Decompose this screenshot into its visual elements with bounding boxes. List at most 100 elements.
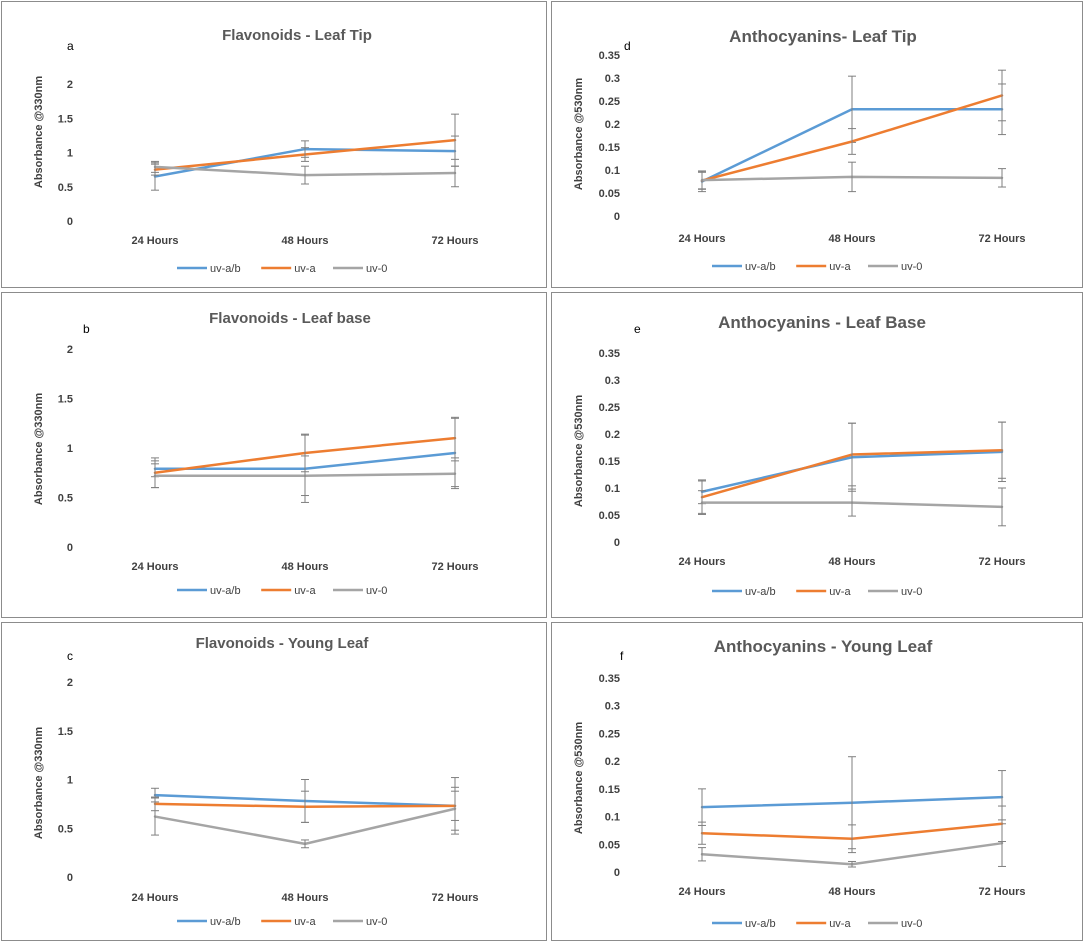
error-bar [698,821,706,845]
chart-svg: Anthocyanins- Leaf Tip d Absorbance @530nm… [573,27,1026,273]
x-tick-label: 72 Hours [431,892,478,904]
x-tick-label: 24 Hours [131,235,178,247]
y-tick-label: 0.35 [599,673,620,685]
error-bar [151,463,159,489]
error-bar [998,168,1006,188]
y-tick-label: 0 [67,216,73,228]
y-tick-label: 0.1 [605,165,620,177]
y-tick-label: 0.25 [599,402,620,414]
x-tick-label: 48 Hours [281,561,328,573]
chart-svg: Anthocyanins - Leaf Base e Absorbance @530… [573,313,1026,598]
chart-title: Anthocyanins - Leaf Base [718,313,926,332]
legend-label-uv-a-b: uv-a/b [745,586,776,598]
chart-svg: Flavonoids - Leaf Tip a Absorbance @330nm 0… [33,27,479,275]
error-bar [301,790,309,823]
chart-title: Anthocyanins- Leaf Tip [729,27,917,46]
legend: uv-a/b uv-a uv-0 [712,586,922,598]
y-tick-label: 0.2 [605,119,620,131]
x-tick-label: 72 Hours [431,561,478,573]
legend-label-uv-0: uv-0 [901,261,922,273]
y-tick-label: 2 [67,344,73,356]
error-bar [698,170,706,190]
y-tick-label: 0 [614,211,620,223]
error-bar [301,165,309,185]
y-axis-label: Absorbance @330nm [33,76,45,188]
legend-label-uv-a: uv-a [829,918,851,930]
y-tick-label: 2 [67,79,73,91]
error-bar [998,819,1006,867]
y-tick-label: 0.5 [58,823,73,835]
legend-label-uv-0: uv-0 [366,263,387,275]
y-tick-label: 0.35 [599,348,620,360]
error-bar [151,160,159,173]
panel-label: c [67,649,73,663]
error-bar [301,455,309,497]
y-axis-label: Absorbance @330nm [33,727,45,839]
y-tick-label: 1.5 [58,394,73,406]
chart-title: Flavonoids - Leaf base [209,310,371,327]
error-bar [998,487,1006,527]
error-bar [998,69,1006,122]
x-tick-label: 48 Hours [828,886,875,898]
legend: uv-a/b uv-a uv-0 [177,585,387,597]
chart-title: Flavonoids - Young Leaf [196,635,370,652]
chart-panel-anthocyanins-leaf-tip: Anthocyanins- Leaf Tip d Absorbance @530nm… [551,1,1083,288]
y-tick-label: 1.5 [58,726,73,738]
y-tick-label: 0.2 [605,756,620,768]
panel-label: e [634,322,641,336]
y-tick-label: 0.05 [599,510,620,522]
error-bar [698,490,706,515]
legend-label-uv-a: uv-a [829,586,851,598]
legend-label-uv-a-b: uv-a/b [210,585,241,597]
y-tick-label: 0.3 [605,375,620,387]
y-tick-label: 0.5 [58,182,73,194]
x-tick-label: 24 Hours [131,561,178,573]
x-tick-label: 48 Hours [281,235,328,247]
panel-label: f [620,649,624,663]
error-bar [848,488,856,517]
error-bar [301,147,309,162]
y-tick-label: 1 [67,148,73,160]
x-tick-label: 48 Hours [828,556,875,568]
y-tick-label: 0.3 [605,701,620,713]
error-bar [998,421,1006,479]
chart-panel-anthocyanins-leaf-base: Anthocyanins - Leaf Base e Absorbance @530… [551,292,1083,618]
y-axis-label: Absorbance @530nm [573,722,585,834]
y-tick-label: 0.15 [599,456,620,468]
chart-panel-flavonoids-leaf-tip: Flavonoids - Leaf Tip a Absorbance @330nm 0… [1,1,547,288]
error-bar [151,797,159,836]
error-bar [848,161,856,193]
error-bar [848,824,856,854]
legend: uv-a/b uv-a uv-0 [177,263,387,275]
error-bar [451,158,459,188]
x-tick-label: 24 Hours [678,233,725,245]
legend-label-uv-0: uv-0 [901,586,922,598]
error-bar [451,417,459,459]
legend-label-uv-a: uv-a [294,585,316,597]
x-tick-label: 48 Hours [828,233,875,245]
legend-label-uv-a-b: uv-a/b [210,263,241,275]
error-bar [451,460,459,488]
legend-label-uv-a: uv-a [829,261,851,273]
chart-panel-flavonoids-leaf-base: Flavonoids - Leaf base b Absorbance @330nm… [1,292,547,618]
legend: uv-a/b uv-a uv-0 [177,916,387,928]
error-bar [848,422,856,487]
legend-label-uv-a: uv-a [294,916,316,928]
legend-label-uv-0: uv-0 [366,585,387,597]
legend-label-uv-0: uv-0 [366,916,387,928]
chart-panel-anthocyanins-young-leaf: Anthocyanins - Young Leaf f Absorbance @53… [551,622,1083,941]
chart-title: Flavonoids - Leaf Tip [222,27,372,44]
y-tick-label: 0.2 [605,429,620,441]
y-tick-label: 0 [614,867,620,879]
error-bar [301,839,309,849]
chart-title: Anthocyanins - Young Leaf [714,637,933,656]
y-tick-label: 0.5 [58,493,73,505]
y-tick-label: 0 [614,537,620,549]
y-tick-label: 0.25 [599,728,620,740]
y-tick-label: 0.1 [605,483,620,495]
x-tick-label: 72 Hours [431,235,478,247]
x-tick-label: 24 Hours [678,886,725,898]
x-tick-label: 48 Hours [281,892,328,904]
error-bar [848,860,856,868]
x-tick-label: 24 Hours [131,892,178,904]
